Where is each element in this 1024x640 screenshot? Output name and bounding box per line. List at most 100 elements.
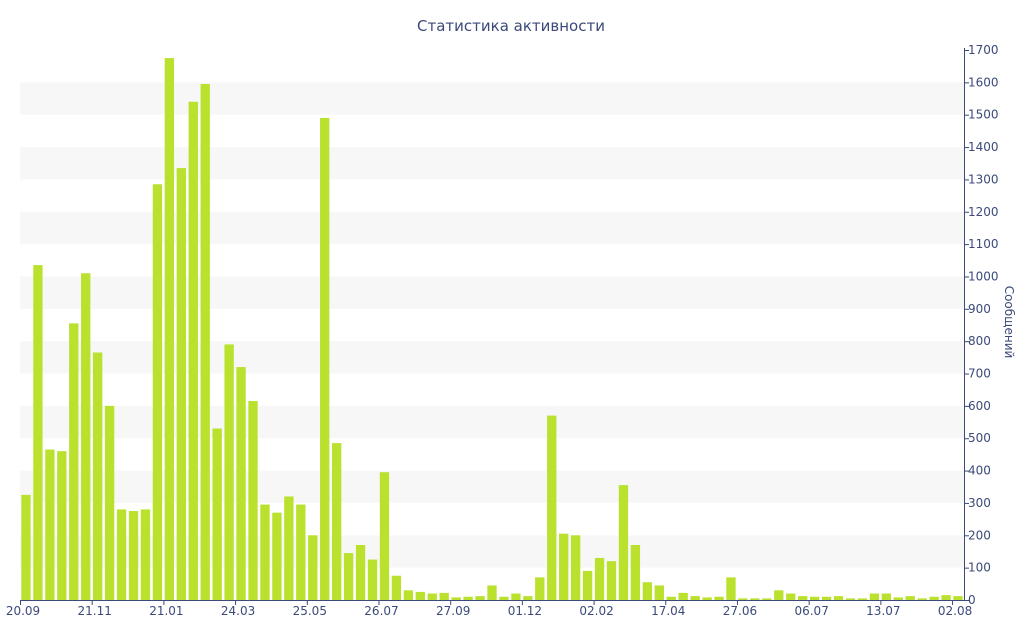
bar: [69, 323, 79, 600]
bar: [547, 415, 557, 600]
y-tick-label: 1600: [968, 75, 999, 89]
y-tick-label: 800: [968, 334, 991, 348]
bar: [809, 596, 820, 600]
grid-band: [20, 82, 964, 115]
bar: [81, 273, 91, 600]
grid-band: [20, 147, 964, 180]
bar: [594, 557, 605, 600]
bar: [786, 593, 796, 600]
bar: [236, 367, 246, 600]
bar: [798, 596, 808, 600]
bar: [415, 591, 425, 600]
bar: [188, 101, 198, 600]
y-axis-ticks: 0 100 200 300 400 500 600 700 800 900 1000 1100 1200…: [964, 43, 999, 607]
y-tick-label: 1500: [968, 108, 999, 122]
bar: [523, 596, 533, 600]
bar: [57, 451, 67, 600]
bar: [343, 553, 354, 600]
bar: [152, 184, 163, 600]
bar: [750, 598, 760, 600]
y-tick-label: 900: [968, 302, 991, 316]
chart-title: Статистика активности: [417, 17, 605, 35]
y-tick-label: 1400: [968, 140, 999, 154]
bar: [714, 596, 724, 600]
bar: [953, 596, 963, 600]
bar: [248, 401, 258, 600]
bar: [559, 533, 569, 600]
y-tick-label: 1100: [968, 237, 999, 251]
bar: [929, 596, 939, 600]
bar: [296, 504, 306, 600]
bar: [93, 352, 103, 600]
bar: [308, 535, 318, 600]
bar: [654, 585, 664, 600]
bar: [678, 592, 688, 600]
bar: [439, 592, 449, 600]
x-tick-label: 24.03: [221, 604, 255, 618]
bar: [128, 511, 139, 600]
bar: [905, 596, 915, 600]
bar: [582, 570, 593, 600]
bar-series: [21, 58, 963, 601]
y-tick-label: 500: [968, 431, 991, 445]
y-tick-label: 1300: [968, 172, 999, 186]
x-tick-label: 02.02: [579, 604, 613, 618]
y-tick-label: 0: [968, 593, 976, 607]
bar: [690, 596, 700, 600]
x-tick-label: 27.06: [723, 604, 757, 618]
bar: [116, 509, 127, 600]
bar: [176, 168, 186, 600]
y-tick-label: 1200: [968, 205, 999, 219]
bar: [893, 597, 903, 600]
bar: [272, 512, 282, 600]
y-axis-label: Сообщений: [1002, 286, 1016, 359]
y-tick-label: 200: [968, 528, 991, 542]
y-tick-label: 1000: [968, 269, 999, 283]
x-tick-label: 17.04: [651, 604, 685, 618]
x-tick-label: 27.09: [436, 604, 470, 618]
x-tick-label: 26.07: [364, 604, 398, 618]
bar: [260, 504, 270, 600]
bar: [224, 344, 234, 600]
bar: [451, 597, 461, 600]
bar: [726, 577, 736, 600]
bar: [570, 535, 581, 600]
bar: [164, 58, 175, 600]
bar: [33, 265, 43, 600]
x-tick-label: 21.11: [78, 604, 112, 618]
bar: [487, 585, 497, 600]
bar: [881, 593, 891, 600]
y-tick-label: 100: [968, 561, 991, 575]
bar: [666, 596, 676, 600]
bar: [857, 598, 868, 600]
bar: [403, 590, 414, 600]
bar: [140, 509, 151, 600]
x-tick-label: 02.08: [938, 604, 972, 618]
bar: [427, 593, 437, 600]
y-tick-label: 400: [968, 464, 991, 478]
bar: [606, 561, 617, 600]
bar: [535, 577, 545, 600]
bar: [45, 449, 55, 600]
bar: [475, 596, 485, 600]
bar: [355, 545, 366, 600]
bar: [833, 596, 844, 600]
x-tick-label: 20.09: [6, 604, 40, 618]
bar: [21, 494, 31, 600]
x-tick-label: 13.07: [866, 604, 900, 618]
bar: [821, 596, 832, 600]
bar: [702, 597, 712, 600]
bar: [618, 485, 629, 600]
bar: [212, 428, 222, 600]
bar: [762, 598, 772, 600]
x-tick-label: 06.07: [794, 604, 828, 618]
bar: [499, 596, 509, 600]
bar: [738, 598, 748, 600]
y-tick-label: 300: [968, 496, 991, 510]
bar: [642, 582, 653, 600]
x-tick-label: 21.01: [149, 604, 183, 618]
bar: [379, 472, 390, 600]
bar: [630, 545, 641, 600]
bar: [869, 593, 880, 600]
